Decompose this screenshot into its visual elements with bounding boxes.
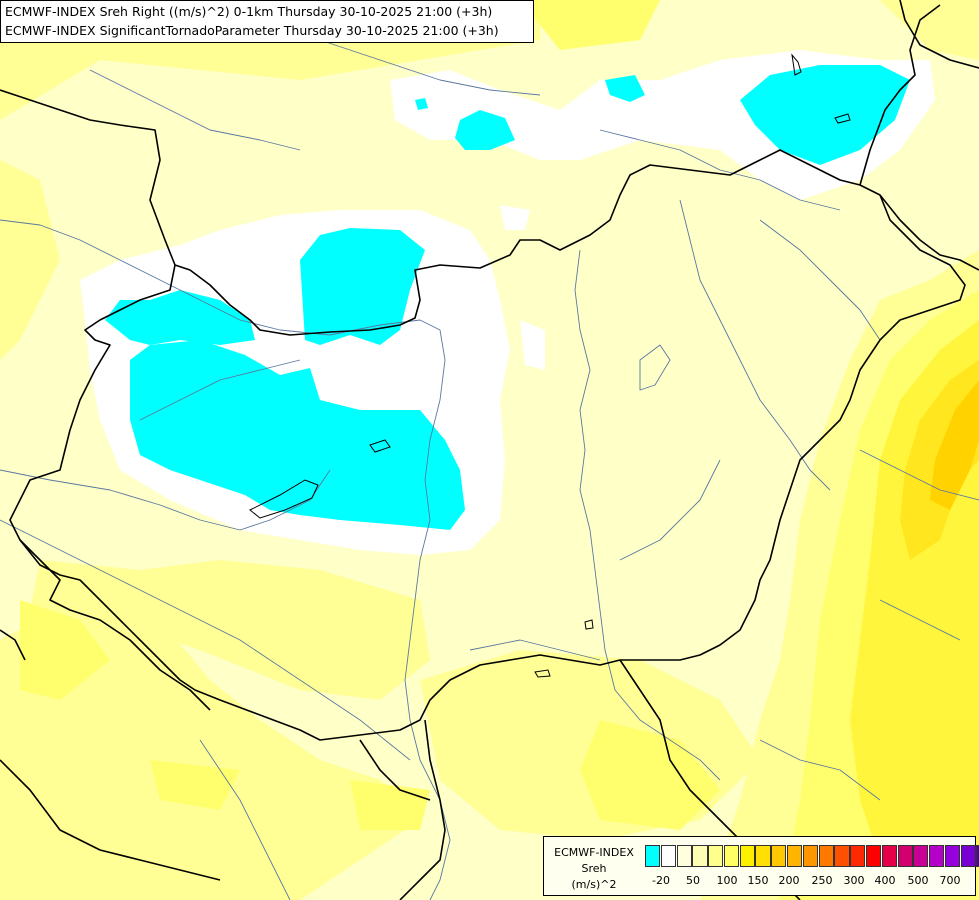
legend-swatches [645, 845, 979, 867]
sreh-cyan-zones [105, 65, 910, 530]
map-title-box: ECMWF-INDEX Sreh Right ((m/s)^2) 0-1km T… [0, 0, 534, 43]
legend-tick-label: 500 [907, 874, 929, 887]
legend-swatch [976, 845, 979, 867]
legend-swatch [676, 845, 692, 867]
legend-swatch [881, 845, 897, 867]
title-line-1: ECMWF-INDEX Sreh Right ((m/s)^2) 0-1km T… [5, 4, 493, 19]
legend-tick-label: -20 [652, 874, 670, 887]
legend-tick-label: 300 [843, 874, 865, 887]
legend-tick-label: 700 [939, 874, 961, 887]
legend-tick-label: 250 [811, 874, 833, 887]
legend-swatch [913, 845, 929, 867]
legend-tick-label: 100 [716, 874, 738, 887]
sreh-yellow-east [700, 250, 979, 900]
legend-swatch [897, 845, 913, 867]
rivers [0, 19, 979, 900]
legend-tick-label: 150 [747, 874, 769, 887]
legend-swatch [802, 845, 818, 867]
legend-swatch [739, 845, 755, 867]
legend-swatch [818, 845, 834, 867]
legend-variable: Sreh [581, 862, 607, 875]
legend-swatch [944, 845, 961, 867]
legend-swatch [787, 845, 803, 867]
legend-swatch [771, 845, 787, 867]
legend-tick-label: 50 [686, 874, 700, 887]
legend-swatch [755, 845, 771, 867]
legend-swatch [692, 845, 708, 867]
legend-tick-label: 200 [778, 874, 800, 887]
legend-unit: (m/s)^2 [571, 878, 617, 891]
legend-swatch [834, 845, 850, 867]
legend-title: ECMWF-INDEX [554, 846, 634, 859]
legend-swatch [960, 845, 976, 867]
legend-swatch [660, 845, 676, 867]
legend-swatch [645, 845, 661, 867]
legend-tick-label: 400 [874, 874, 896, 887]
lakes [249, 53, 851, 678]
legend-swatch [850, 845, 866, 867]
legend-swatch [723, 845, 740, 867]
color-legend: ECMWF-INDEX Sreh (m/s)^2 -20 50 100 150 200 2… [543, 836, 979, 896]
legend-swatch [929, 845, 945, 867]
title-line-2: ECMWF-INDEX SignificantTornadoParameter … [5, 23, 499, 38]
legend-swatch [708, 845, 724, 867]
legend-swatch [865, 845, 882, 867]
